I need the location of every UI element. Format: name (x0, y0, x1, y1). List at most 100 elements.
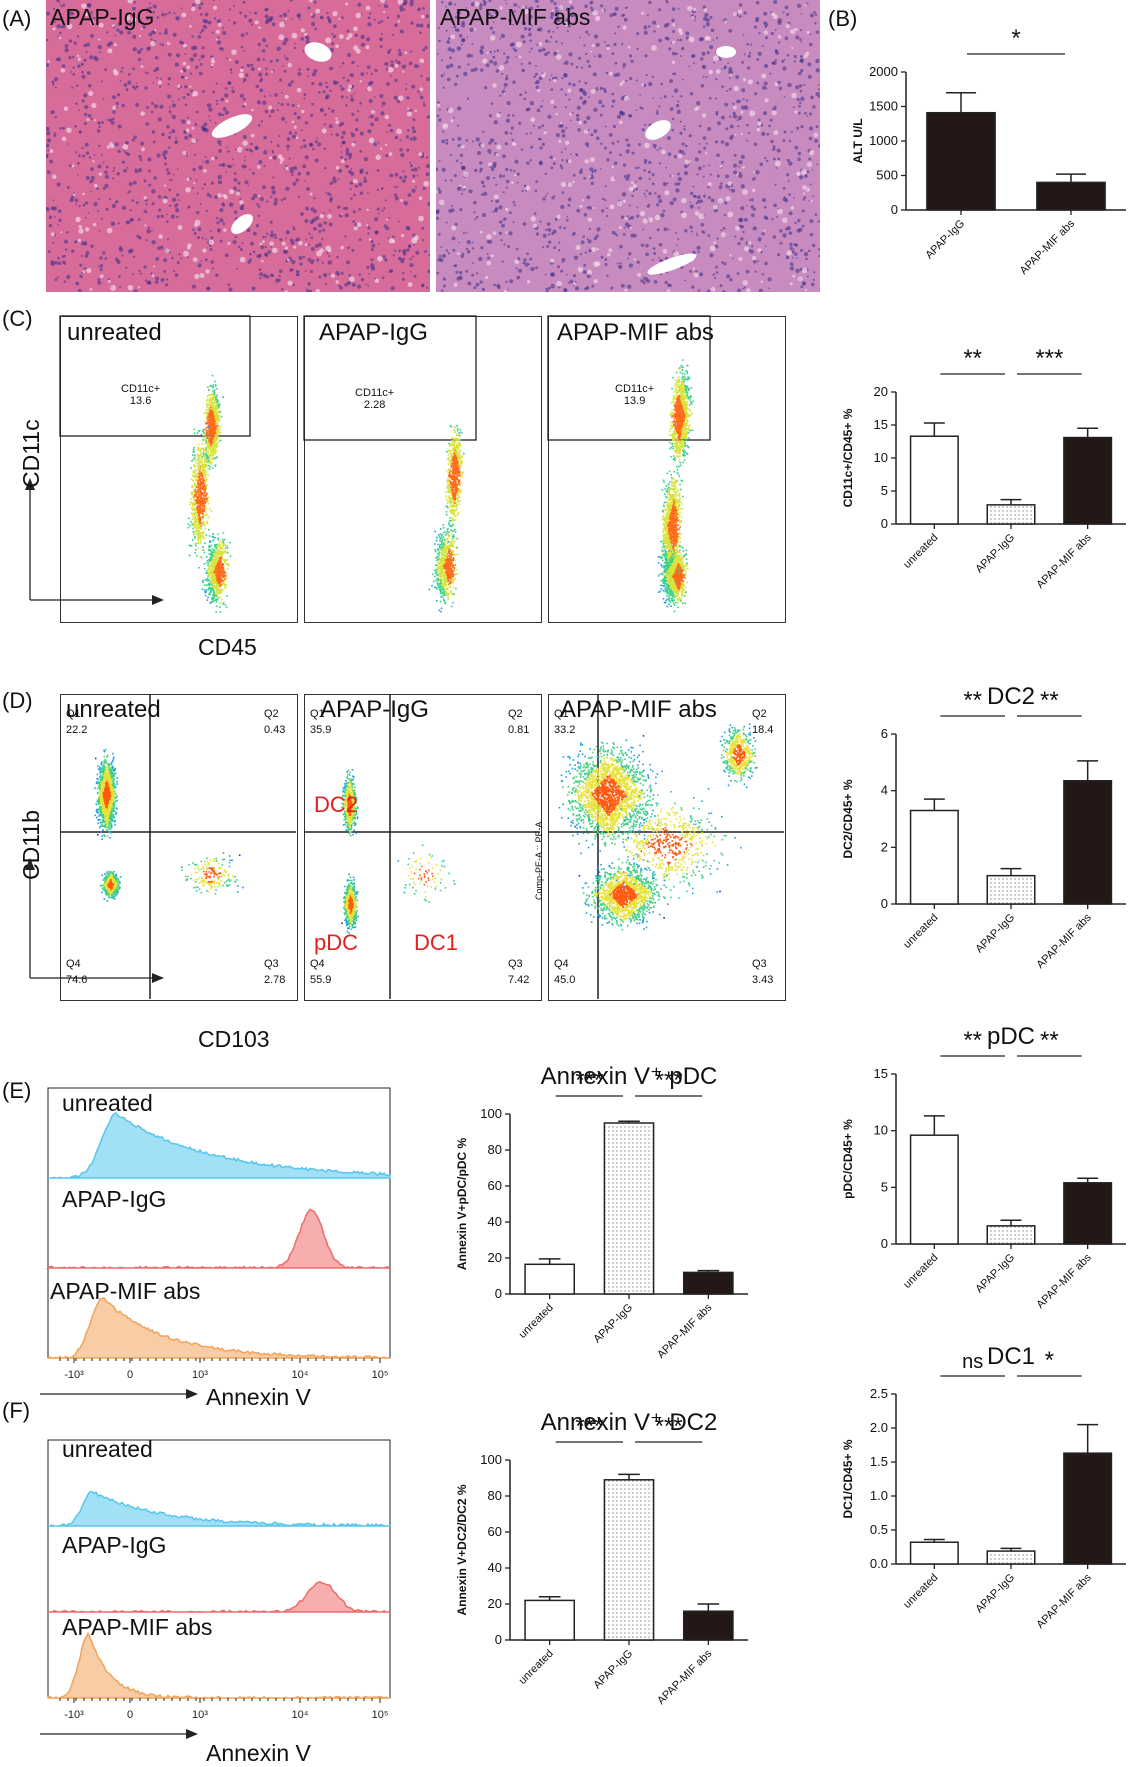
nucleus (359, 149, 363, 153)
nucleus (393, 185, 396, 188)
nucleus (167, 52, 172, 57)
nucleus (165, 283, 169, 287)
nucleus (163, 269, 167, 273)
nucleus (168, 179, 171, 182)
nucleus (118, 275, 121, 278)
nucleus (202, 89, 206, 93)
nucleus (326, 11, 329, 15)
nucleus (808, 126, 814, 131)
nucleus (98, 229, 101, 232)
nucleus (800, 248, 804, 252)
nucleus (160, 278, 165, 282)
nucleus (54, 260, 58, 265)
nucleus (104, 170, 108, 174)
nucleus (102, 98, 105, 100)
vacuole (801, 267, 808, 274)
nucleus (302, 50, 305, 53)
nucleus (809, 183, 812, 186)
nucleus (426, 286, 429, 290)
nucleus (233, 210, 238, 214)
nucleus (378, 4, 380, 7)
nucleus (236, 267, 239, 270)
nucleus (318, 275, 322, 279)
nucleus (79, 263, 83, 267)
nucleus (81, 74, 86, 79)
nucleus (258, 72, 263, 77)
nucleus (259, 276, 262, 280)
nucleus (409, 50, 413, 53)
nucleus (801, 224, 805, 228)
nucleus (86, 42, 91, 47)
nucleus (54, 278, 58, 282)
nucleus (243, 159, 246, 162)
nucleus (259, 272, 263, 277)
nucleus (814, 213, 818, 216)
nucleus (116, 93, 121, 97)
nucleus (269, 233, 274, 238)
nucleus (409, 0, 414, 3)
nucleus (383, 4, 389, 9)
nucleus (814, 22, 817, 25)
nucleus (808, 199, 811, 202)
nucleus (66, 274, 71, 280)
nucleus (250, 66, 256, 72)
nucleus (398, 249, 401, 253)
nucleus (808, 42, 813, 47)
nucleus (266, 232, 269, 235)
nucleus (276, 144, 280, 147)
nucleus (240, 33, 245, 38)
nucleus (245, 32, 249, 35)
nucleus (46, 206, 48, 210)
panel-label-b: (B) (828, 6, 858, 31)
nucleus (59, 126, 62, 130)
nucleus (108, 198, 112, 201)
nucleus (349, 181, 354, 185)
nucleus (233, 172, 237, 175)
nucleus (807, 74, 812, 79)
nucleus (310, 247, 315, 251)
nucleus (329, 181, 333, 186)
nucleus (252, 231, 257, 236)
nucleus (97, 198, 100, 201)
nucleus (128, 182, 133, 186)
nucleus (310, 260, 314, 265)
nucleus (232, 4, 235, 7)
nucleus (154, 56, 159, 60)
nucleus (229, 8, 232, 11)
nucleus (186, 92, 190, 97)
nucleus (290, 17, 293, 20)
nucleus (180, 257, 183, 260)
nucleus (270, 109, 275, 114)
nucleus (371, 243, 376, 248)
nucleus (412, 243, 415, 246)
nucleus (93, 154, 96, 157)
nucleus (391, 235, 395, 239)
nucleus (251, 196, 255, 201)
nucleus (345, 96, 349, 99)
nucleus (816, 163, 818, 166)
nucleus (148, 2, 151, 5)
nucleus (181, 119, 186, 124)
nucleus (250, 63, 254, 67)
nucleus (146, 7, 149, 11)
nucleus (216, 221, 220, 225)
nucleus (280, 198, 284, 202)
nucleus (406, 96, 410, 100)
nucleus (229, 68, 233, 72)
nucleus (105, 165, 109, 169)
nucleus (294, 131, 298, 135)
nucleus (337, 178, 340, 181)
nucleus (143, 265, 147, 269)
nucleus (200, 54, 205, 59)
nucleus (424, 249, 428, 253)
nucleus (417, 7, 421, 12)
nucleus (134, 168, 137, 171)
nucleus (395, 185, 398, 189)
nucleus (201, 46, 205, 50)
histology-image-igg (46, 0, 430, 292)
nucleus (264, 14, 269, 19)
nucleus (147, 157, 152, 162)
nucleus (170, 113, 173, 116)
nucleus (175, 53, 181, 58)
nucleus (175, 137, 177, 140)
